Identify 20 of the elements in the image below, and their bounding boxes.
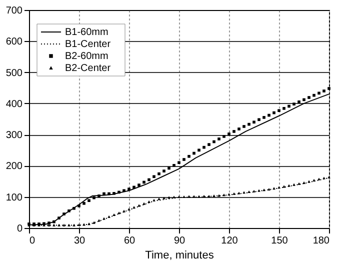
- y-tick-label: 0: [16, 224, 23, 234]
- legend-label: B2-Center: [65, 63, 112, 74]
- y-tick-label: 700: [6, 6, 23, 16]
- y-tick-label: 500: [6, 68, 23, 79]
- x-tick-label: 30: [74, 236, 86, 246]
- x-tick-label: 0: [30, 236, 36, 246]
- y-tick-label: 400: [6, 98, 23, 110]
- x-tick-label: 60: [124, 236, 136, 246]
- x-tick-label: 120: [221, 236, 238, 246]
- x-tick-label: 90: [174, 236, 186, 246]
- x-axis-title: Time, minutes: [145, 250, 214, 262]
- legend-label: B1-Center: [65, 39, 112, 50]
- legend-label: B2-60mm: [65, 51, 108, 62]
- x-tick-label: 150: [271, 236, 288, 246]
- y-tick-label: 300: [6, 130, 23, 142]
- y-tick-label: 200: [6, 161, 23, 172]
- legend-label: B1-60mm: [65, 27, 108, 38]
- y-tick-label: 600: [6, 36, 23, 48]
- y-tick-label: 100: [6, 192, 23, 204]
- x-tick-label: 180: [312, 236, 330, 246]
